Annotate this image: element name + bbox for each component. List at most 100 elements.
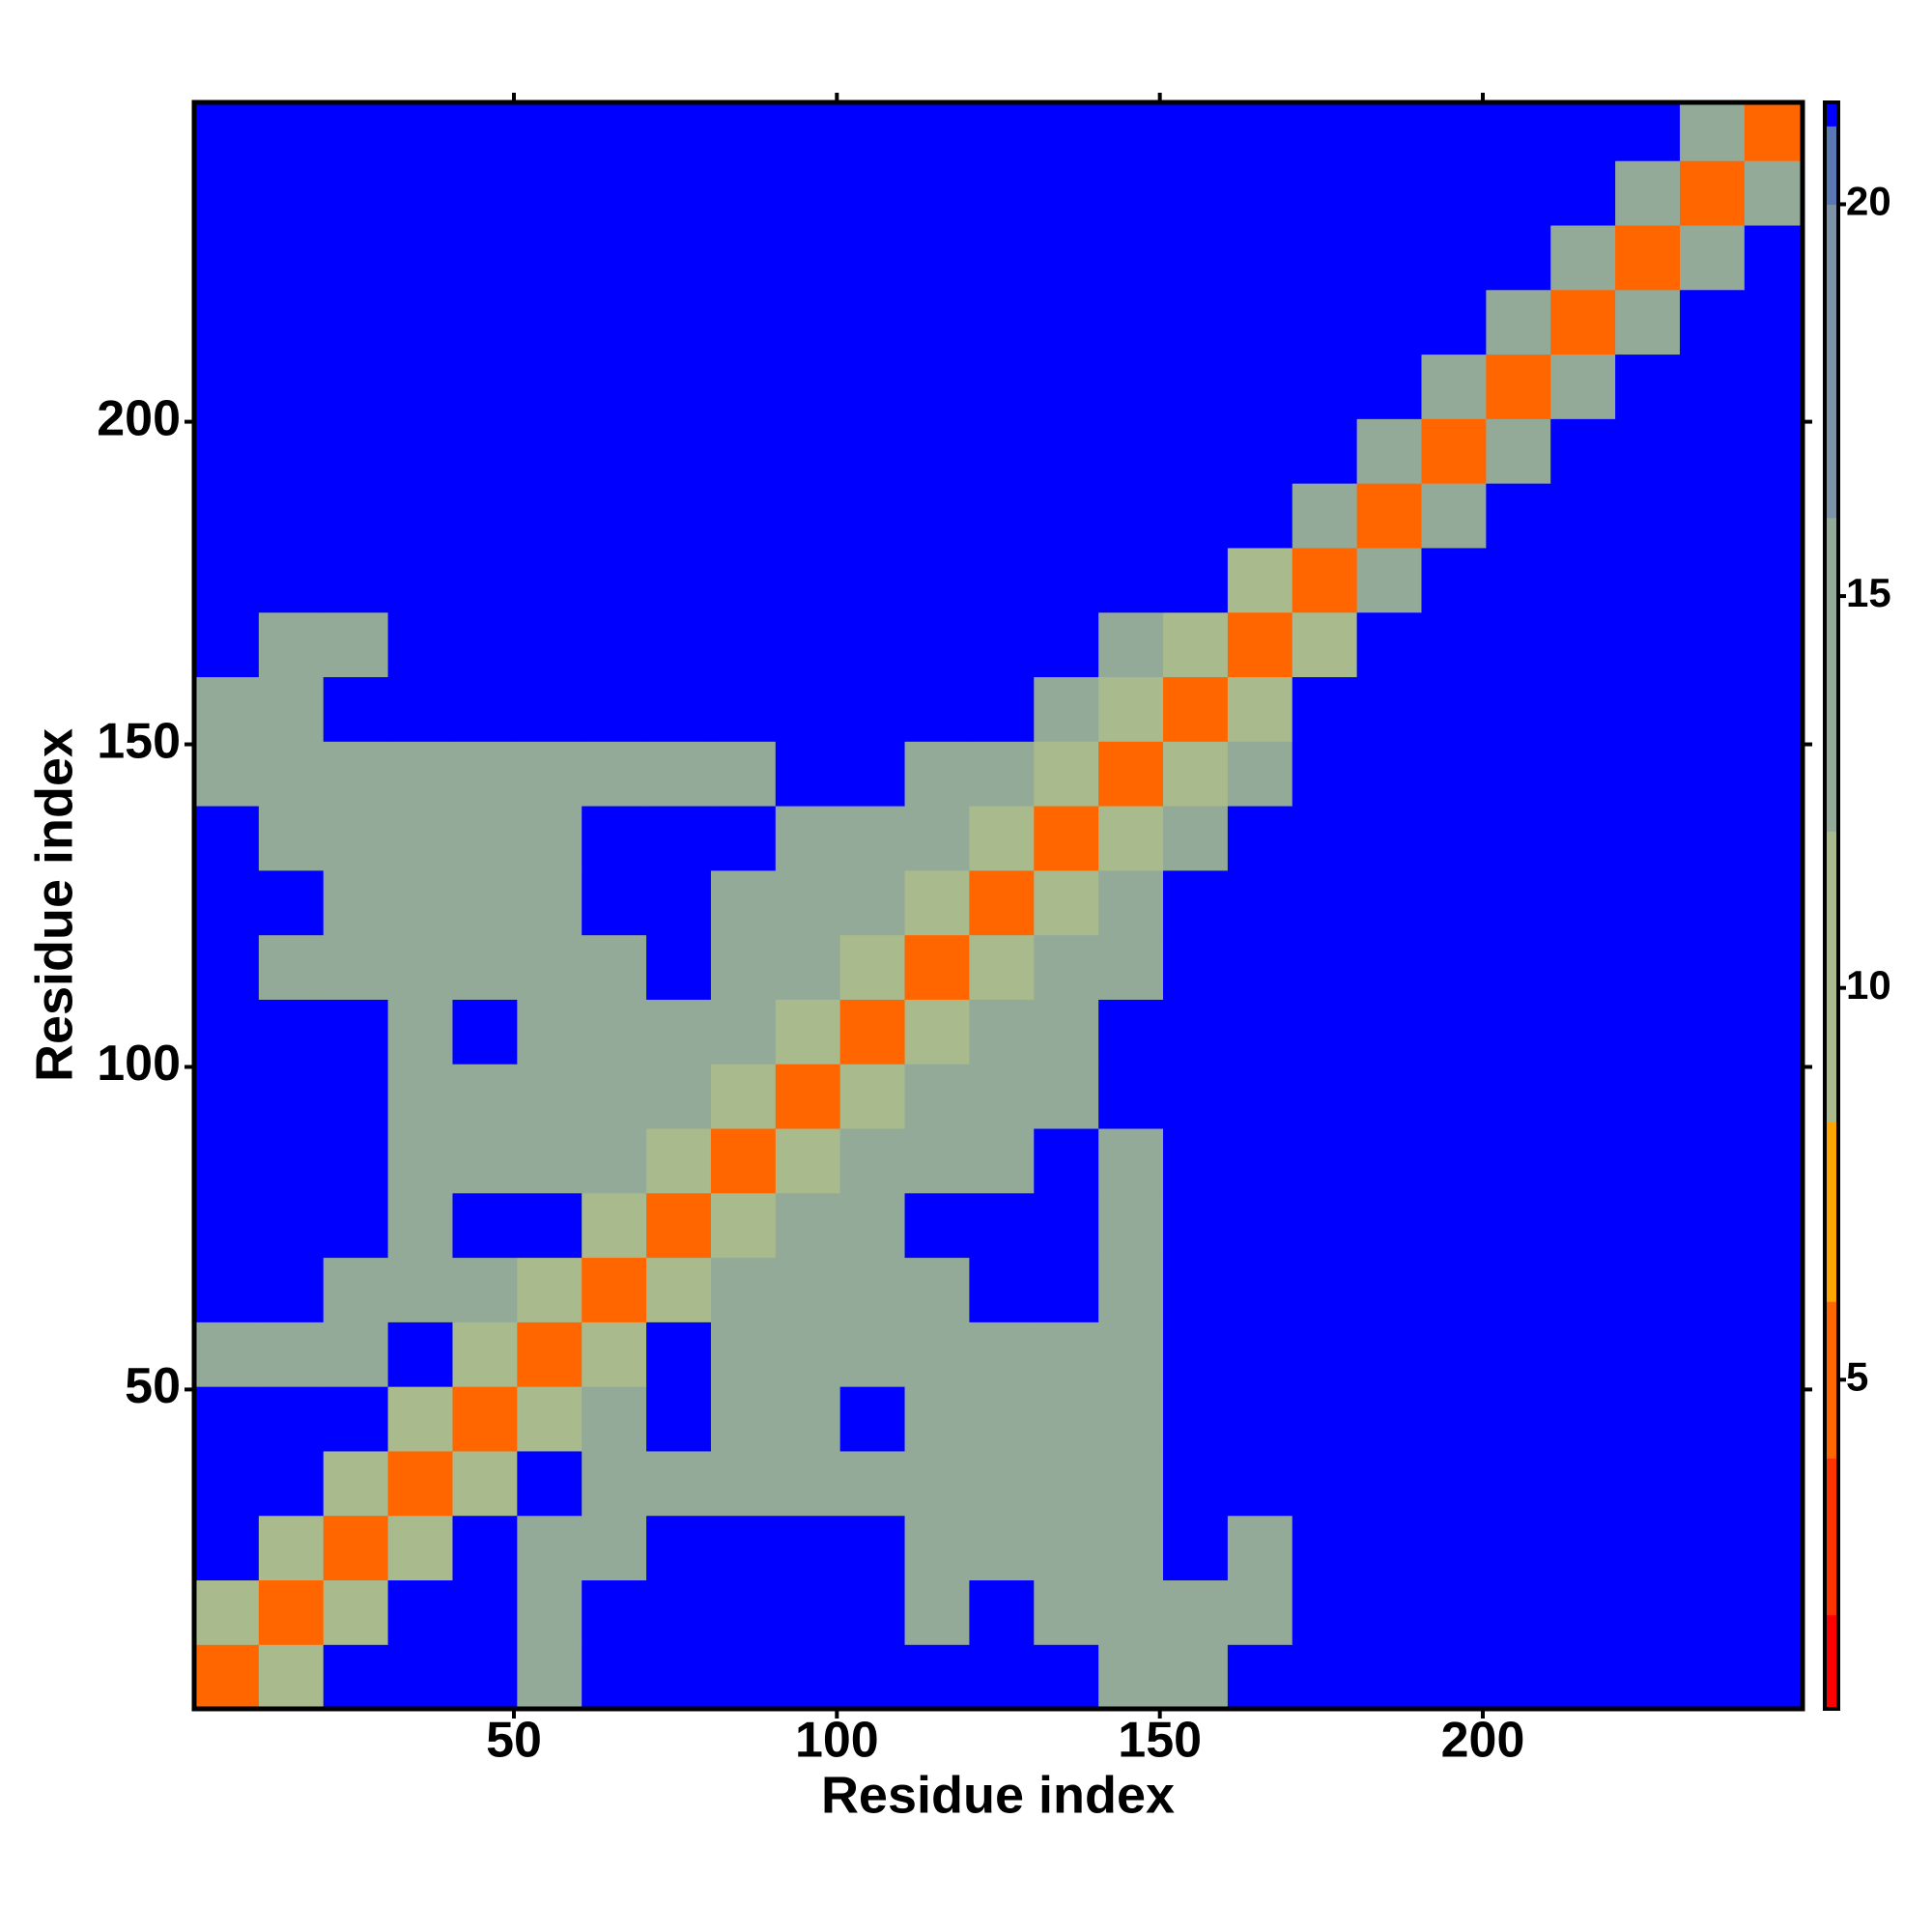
heat-cell xyxy=(839,1644,906,1710)
heat-cell xyxy=(582,547,647,613)
heat-cell xyxy=(1550,1321,1616,1387)
heat-cell xyxy=(1615,869,1681,936)
heat-cell xyxy=(969,1321,1035,1387)
heat-cell xyxy=(582,1127,647,1194)
heat-cell xyxy=(517,1386,582,1452)
heat-cell xyxy=(194,1192,260,1259)
heat-cell xyxy=(1034,547,1099,613)
heat-cell xyxy=(1356,418,1423,484)
heat-cell xyxy=(1486,999,1551,1065)
heat-cell xyxy=(452,1257,518,1322)
heat-cell xyxy=(839,354,906,419)
heat-cell xyxy=(646,1127,712,1194)
heat-cell xyxy=(1744,289,1804,355)
heat-cell xyxy=(904,1127,971,1194)
heat-cell xyxy=(1421,1192,1487,1259)
heat-cell xyxy=(1163,224,1229,291)
heat-cell xyxy=(646,999,712,1065)
heat-cell xyxy=(323,1257,389,1322)
heat-cell xyxy=(517,1127,582,1194)
heat-cell xyxy=(646,611,712,678)
heat-cell xyxy=(969,1450,1035,1517)
heat-cell xyxy=(1679,999,1746,1065)
heat-cell xyxy=(1227,483,1293,549)
heat-cell xyxy=(1421,102,1487,161)
heat-cell xyxy=(1744,224,1804,291)
heat-cell xyxy=(452,999,518,1065)
heat-cell xyxy=(1034,741,1099,807)
heat-cell xyxy=(1098,676,1164,742)
heat-cell xyxy=(582,1386,647,1452)
heat-cell xyxy=(1486,1192,1551,1259)
heat-cell xyxy=(387,483,454,549)
heat-cell xyxy=(904,999,971,1065)
heat-cell xyxy=(646,289,712,355)
heat-cell xyxy=(582,1257,647,1322)
heat-cell xyxy=(904,418,971,484)
heat-cell xyxy=(582,999,647,1065)
heat-cell xyxy=(710,1450,777,1517)
heat-cell xyxy=(969,102,1035,161)
heat-cell xyxy=(323,1192,389,1259)
heat-cell xyxy=(969,741,1035,807)
heat-cell xyxy=(194,483,260,549)
heat-cell xyxy=(1421,1450,1487,1517)
heat-cell xyxy=(969,483,1035,549)
heat-cell xyxy=(1550,676,1616,742)
heat-cell xyxy=(710,547,777,613)
heat-cell xyxy=(1679,805,1746,871)
heat-cell xyxy=(323,999,389,1065)
heat-cell xyxy=(904,289,971,355)
heat-cell xyxy=(1163,1450,1229,1517)
heat-cell xyxy=(969,354,1035,419)
heat-cell xyxy=(582,289,647,355)
heat-cell xyxy=(839,289,906,355)
heat-cell xyxy=(1679,1644,1746,1710)
heat-cell xyxy=(1615,354,1681,419)
heat-cell xyxy=(323,611,389,678)
heat-cell xyxy=(1550,741,1616,807)
heat-cell xyxy=(969,611,1035,678)
heat-cell xyxy=(194,934,260,1000)
heat-cell xyxy=(1486,676,1551,742)
heat-cell xyxy=(1486,934,1551,1000)
heat-cell xyxy=(1292,611,1358,678)
heat-cell xyxy=(710,611,777,678)
heat-cell xyxy=(710,1644,777,1710)
heat-cell xyxy=(517,1644,582,1710)
heat-cell xyxy=(1227,418,1293,484)
heat-cell xyxy=(387,805,454,871)
heat-cell xyxy=(1227,102,1293,161)
heat-cell xyxy=(1550,1450,1616,1517)
heat-cell xyxy=(452,483,518,549)
heat-cell xyxy=(1550,418,1616,484)
heat-cell xyxy=(1163,676,1229,742)
heat-cell xyxy=(387,1644,454,1710)
heat-cell xyxy=(194,676,260,742)
heat-cell xyxy=(839,1192,906,1259)
heat-cell xyxy=(969,1127,1035,1194)
colorbar-step xyxy=(1825,831,1838,1122)
heat-cell xyxy=(258,1064,325,1129)
colorbar-step xyxy=(1825,1301,1838,1459)
heat-cell xyxy=(1550,354,1616,419)
heat-cell xyxy=(452,547,518,613)
heat-cell xyxy=(775,1192,841,1259)
heat-cell xyxy=(1292,1321,1358,1387)
heat-cell xyxy=(194,418,260,484)
heat-cell xyxy=(1227,1579,1293,1645)
heat-cell xyxy=(517,354,582,419)
heat-cell xyxy=(1356,1450,1423,1517)
heat-cell xyxy=(775,102,841,161)
heat-cell xyxy=(258,1386,325,1452)
heat-cell xyxy=(775,611,841,678)
heat-cell xyxy=(1292,1386,1358,1452)
heat-cell xyxy=(1098,1321,1164,1387)
heat-cell xyxy=(1679,741,1746,807)
heat-cell xyxy=(1098,289,1164,355)
heat-cell xyxy=(1615,418,1681,484)
heat-cell xyxy=(1356,999,1423,1065)
heat-cell xyxy=(452,1064,518,1129)
heat-cell xyxy=(1227,354,1293,419)
heat-cell xyxy=(1356,1386,1423,1452)
